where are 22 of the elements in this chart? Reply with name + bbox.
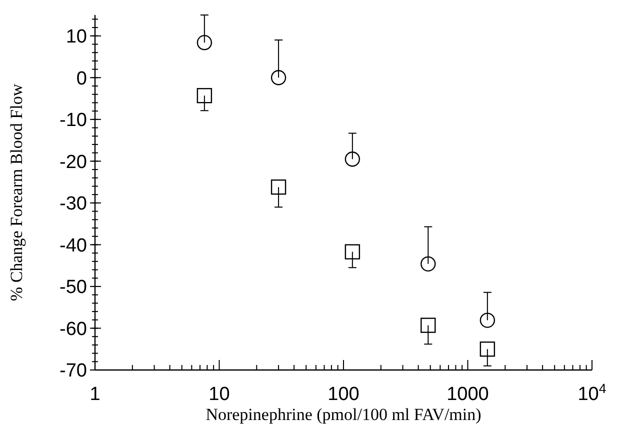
x-tick-label: 10 bbox=[208, 384, 230, 405]
y-tick-label: -50 bbox=[60, 277, 87, 298]
x-tick-label: 1000 bbox=[446, 384, 489, 405]
x-tick-label: 1 bbox=[90, 384, 100, 405]
point bbox=[270, 70, 286, 86]
x-tick-label: 100 bbox=[328, 384, 360, 405]
y-tick-label: 0 bbox=[76, 68, 87, 90]
x-axis-title: Norepinephrine (pmol/100 ml FAV/min) bbox=[206, 405, 482, 424]
x-tick-label: 10$^{4}$ bbox=[578, 380, 606, 405]
point bbox=[196, 34, 212, 50]
point bbox=[344, 151, 360, 167]
point bbox=[196, 88, 212, 104]
y-tick-label: -10 bbox=[60, 110, 87, 132]
y-tick-label: -40 bbox=[60, 235, 87, 256]
y-tick-label: -30 bbox=[60, 194, 87, 215]
y-axis-title: % Change Forearm Blood Flow bbox=[7, 83, 26, 302]
y-tick-label: 10 bbox=[66, 26, 87, 48]
point bbox=[270, 179, 286, 195]
y-tick-label: -70 bbox=[60, 360, 87, 382]
y-tick-label: -20 bbox=[60, 152, 87, 173]
y-tick-label: -60 bbox=[60, 318, 87, 340]
point bbox=[344, 244, 360, 260]
